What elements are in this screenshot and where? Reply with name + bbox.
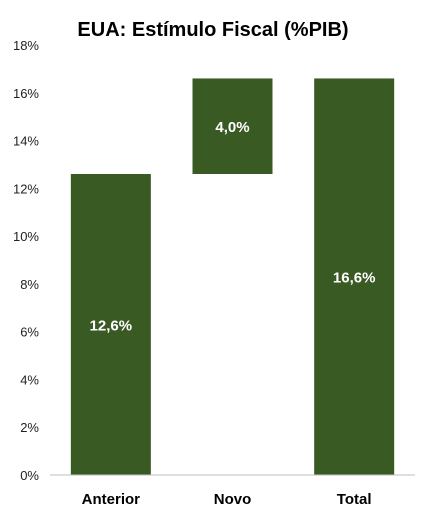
y-tick-label: 16% bbox=[13, 86, 39, 101]
x-axis: Anterior Novo Total bbox=[50, 474, 415, 508]
y-tick-label: 8% bbox=[20, 277, 39, 292]
x-tick-label-total: Total bbox=[337, 491, 372, 508]
data-labels: 12,6% 4,0% 16,6% bbox=[90, 119, 376, 334]
y-axis: 0% 2% 4% 6% 8% 10% 12% 14% 16% 18% bbox=[13, 38, 39, 483]
y-tick-label: 18% bbox=[13, 38, 39, 53]
x-tick-label-novo: Novo bbox=[214, 491, 252, 508]
y-tick-label: 0% bbox=[20, 468, 39, 483]
bar-novo bbox=[192, 78, 273, 174]
data-label-total: 16,6% bbox=[333, 270, 376, 287]
chart-title: EUA: Estímulo Fiscal (%PIB) bbox=[77, 19, 348, 41]
y-tick-label: 4% bbox=[20, 372, 39, 387]
y-tick-label: 6% bbox=[20, 325, 39, 340]
y-tick-label: 10% bbox=[13, 229, 39, 244]
data-label-anterior: 12,6% bbox=[90, 318, 133, 335]
bar-anterior bbox=[70, 174, 151, 475]
x-tick-label-anterior: Anterior bbox=[82, 491, 141, 508]
y-tick-label: 12% bbox=[13, 181, 39, 196]
bars bbox=[70, 78, 395, 475]
data-label-novo: 4,0% bbox=[215, 119, 249, 136]
bar-total bbox=[314, 78, 395, 475]
y-tick-label: 2% bbox=[20, 420, 39, 435]
y-tick-label: 14% bbox=[13, 134, 39, 149]
